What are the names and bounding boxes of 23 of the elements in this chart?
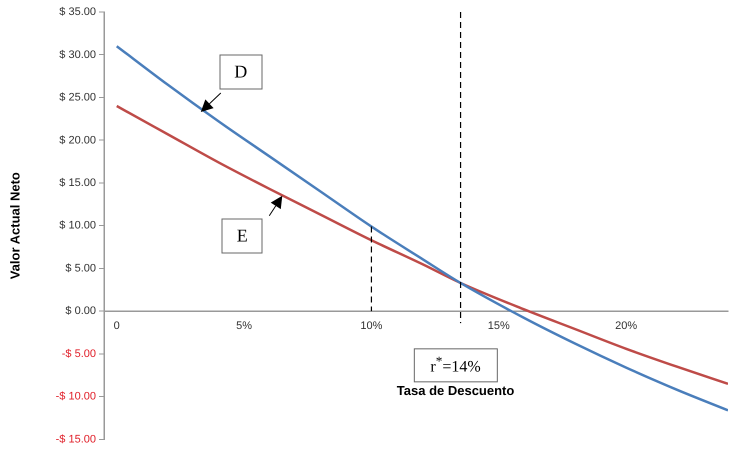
annotation: E bbox=[222, 218, 263, 254]
line-series bbox=[115, 44, 728, 412]
x-tick-label: 15% bbox=[488, 320, 510, 332]
y-tick-label: $ 0.00 bbox=[65, 305, 96, 318]
x-tick-label: 20% bbox=[615, 320, 638, 332]
ref-line-label: r$^{*}$=14% bbox=[413, 348, 498, 382]
x-tick-label: 5% bbox=[236, 320, 252, 332]
y-tick-label: $ 15.00 bbox=[59, 176, 96, 189]
y-tick-label: $ 20.00 bbox=[59, 134, 96, 146]
y-axis-title: Valor Actual Neto bbox=[7, 172, 22, 280]
y-tick-label: $ 5.00 bbox=[65, 262, 96, 274]
x-axis-title: Tasa de Descuento bbox=[396, 383, 514, 398]
y-tick-label: -$ 15.00 bbox=[56, 433, 96, 446]
x-tick-label: 10% bbox=[360, 320, 383, 332]
y-tick-label: $ 30.00 bbox=[59, 48, 96, 61]
y-tick-label: $ 35.00 bbox=[59, 6, 96, 18]
y-tick-label: $ 25.00 bbox=[59, 92, 96, 104]
y-tick-label: -$ 5.00 bbox=[62, 348, 96, 360]
line-series bbox=[115, 104, 728, 386]
annotation: D bbox=[219, 54, 262, 90]
x-tick-label: 0 bbox=[114, 320, 120, 332]
y-tick-label: -$ 10.00 bbox=[56, 390, 96, 403]
y-tick-label: $ 10.00 bbox=[59, 220, 96, 232]
